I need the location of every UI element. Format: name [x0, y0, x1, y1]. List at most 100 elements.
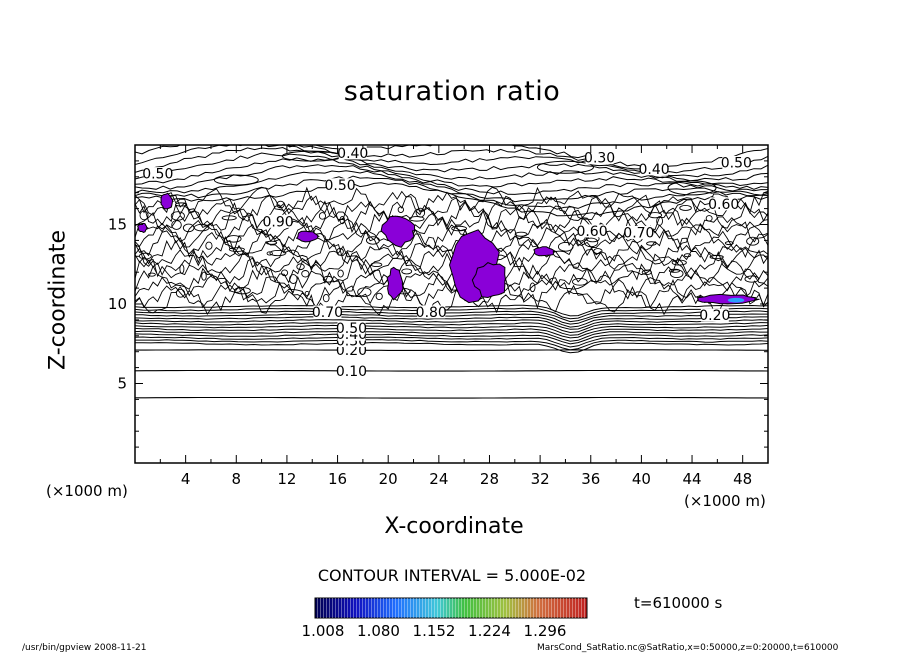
contour-line: [135, 257, 768, 287]
contour-cell: [276, 200, 285, 209]
contour-cell: [179, 264, 185, 274]
contour-cell: [336, 247, 344, 256]
contour-cell: [705, 215, 713, 222]
contour-label: 0.50: [325, 178, 356, 194]
contour-label-bg: [338, 146, 367, 160]
contour-cell: [289, 274, 298, 284]
contour-cell: [337, 269, 344, 278]
contour-cell: [301, 270, 310, 278]
x-tick-label: 8: [232, 470, 242, 488]
contour-label-bg: [337, 321, 366, 335]
contour-cell: [408, 216, 425, 222]
contour-cell: [339, 216, 345, 225]
contour-cell: [667, 180, 717, 196]
supersaturation-regions: [136, 192, 760, 305]
x-tick-label: 40: [632, 470, 651, 488]
time-label: t=610000 s: [634, 594, 723, 612]
x-tick-label: 48: [733, 470, 752, 488]
contour-cell: [668, 268, 681, 273]
contour-line: [135, 146, 768, 182]
contour-label-bg: [313, 305, 342, 319]
contour-line: [135, 194, 768, 222]
contour-cell: [234, 287, 251, 295]
contour-cell: [514, 231, 528, 237]
x-tick-label: 32: [531, 470, 550, 488]
contour-cell: [205, 241, 213, 250]
contour-line: [135, 324, 768, 336]
contour-cell: [182, 223, 195, 233]
contour-label-bg: [417, 305, 446, 319]
supersaturated-region: [533, 246, 558, 257]
contour-line: [135, 322, 768, 334]
supersaturated-region: [136, 222, 149, 233]
y-tick-label: 10: [108, 295, 127, 313]
contour-cell: [365, 236, 380, 245]
contour-label-bg: [624, 225, 653, 239]
contour-label-bg: [143, 167, 172, 181]
contour-line: [135, 214, 768, 243]
contour-cell: [281, 269, 289, 277]
contour-line: [135, 175, 768, 210]
contour-line: [135, 396, 768, 399]
contour-cell: [375, 292, 383, 301]
contour-cell: [322, 275, 333, 283]
x-tick-label: 16: [328, 470, 347, 488]
footer-data-source: MarsCond_SatRatio.nc@SatRatio,x=0:50000,…: [537, 643, 839, 653]
contour-cell: [746, 236, 760, 246]
contour-cell: [201, 271, 207, 281]
contour-cell: [138, 252, 152, 260]
contour-cell: [170, 211, 185, 221]
colorbar-tick-label: 1.224: [468, 622, 511, 640]
contour-cell: [744, 275, 760, 283]
contour-line: [135, 310, 768, 323]
contour-label-bg: [640, 162, 669, 176]
contour-cell: [228, 247, 245, 252]
contour-cell: [683, 253, 692, 258]
x-unit-label-right: (×1000 m): [684, 492, 766, 510]
contour-line: [135, 319, 768, 330]
contour-line: [135, 152, 768, 187]
supersaturated-region: [160, 192, 174, 210]
contour-label: 0.60: [708, 197, 739, 213]
contour-cell: [451, 225, 468, 232]
contour-cell: [266, 251, 273, 256]
contour-label: 0.70: [312, 305, 343, 321]
contour-label-bg: [578, 224, 607, 238]
contour-cell: [529, 282, 536, 293]
contour-cell: [679, 205, 692, 211]
y-tick-label: 5: [117, 375, 127, 393]
contour-label-bg: [585, 151, 614, 165]
contour-cell: [225, 235, 242, 243]
contour-line: [135, 304, 768, 317]
contour-line: [135, 316, 768, 328]
contour-label-bg: [700, 308, 729, 322]
contour-line: [135, 333, 768, 345]
contour-cell: [557, 241, 574, 252]
contour-cell: [221, 215, 237, 221]
contour-label-bg: [709, 197, 738, 211]
contour-label: 0.20: [699, 308, 730, 324]
contour-cell: [401, 268, 413, 275]
contour-label-bg: [337, 364, 366, 378]
x-axis-label: X-coordinate: [384, 514, 524, 539]
contour-cell: [147, 272, 156, 277]
contour-line: [135, 207, 768, 236]
contour-cell: [671, 259, 687, 266]
contour-line: [135, 349, 768, 351]
contour-cell: [265, 240, 278, 245]
contour-cell: [139, 210, 149, 221]
x-tick-label: 4: [181, 470, 191, 488]
contour-cell: [593, 248, 603, 254]
colorbar: [314, 597, 588, 619]
contour-cell: [175, 288, 186, 298]
contour-cell: [175, 202, 188, 207]
contour-line: [135, 170, 768, 203]
x-tick-label: 36: [581, 470, 600, 488]
contour-cell: [357, 287, 372, 298]
contour-cell: [536, 160, 594, 174]
contour-label: 0.50: [721, 155, 752, 171]
colorbar-tick-label: 1.296: [523, 622, 567, 640]
supersaturated-region: [380, 215, 416, 248]
contour-line: [135, 228, 768, 259]
